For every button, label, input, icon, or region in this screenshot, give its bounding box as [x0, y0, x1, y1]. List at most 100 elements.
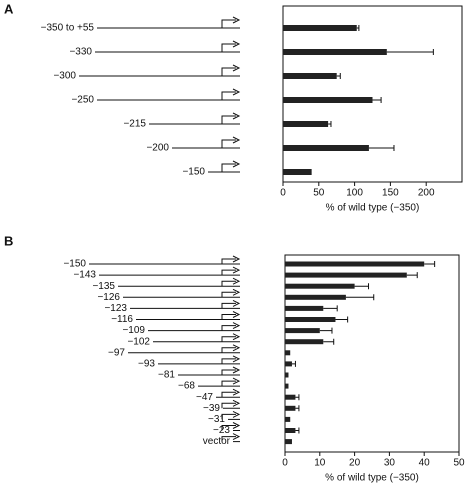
construct-label: −81: [158, 370, 175, 381]
bar: [285, 372, 289, 378]
bar: [285, 439, 292, 445]
promoter-arrow: [221, 139, 236, 148]
bar: [285, 272, 407, 278]
arrow-head: [232, 288, 241, 296]
promoter-arrow: [221, 402, 236, 409]
promoter-arrow: [221, 115, 236, 124]
promoter-arrow: [221, 358, 236, 364]
error-bar: [345, 294, 375, 301]
bar: [283, 49, 387, 55]
bar: [285, 394, 296, 400]
promoter-arrow: [221, 436, 236, 442]
construct-label: −150: [182, 167, 205, 178]
construct-label: −123: [104, 303, 127, 314]
bar: [285, 283, 355, 289]
construct-label: −23: [213, 425, 230, 436]
x-tick-label: 30: [384, 458, 396, 469]
promoter-arrow: [221, 391, 236, 398]
promoter-arrow: [221, 347, 236, 353]
bar: [283, 145, 369, 151]
x-tick-label: 0: [280, 188, 286, 199]
arrow-head: [232, 355, 241, 363]
x-tick-label: 100: [346, 188, 363, 199]
arrow-head: [232, 112, 241, 120]
x-tick-label: 0: [282, 458, 288, 469]
promoter-arrow: [221, 291, 236, 298]
x-tick-label: 200: [418, 188, 435, 199]
arrow-head: [232, 64, 241, 72]
bar: [283, 169, 312, 175]
error-bar: [319, 327, 333, 334]
error-bar: [328, 121, 332, 127]
promoter-arrow: [221, 369, 236, 375]
construct-label: vector: [203, 436, 231, 447]
construct-label: −215: [123, 119, 146, 130]
construct-label: −31: [208, 414, 225, 425]
bar: [285, 305, 324, 311]
panel-label: A: [4, 1, 14, 16]
promoter-arrow: [221, 43, 236, 52]
construct-label: −68: [178, 381, 195, 392]
arrow-head: [232, 266, 241, 274]
promoter-arrow: [221, 336, 236, 342]
construct-label: −150: [63, 259, 86, 270]
arrow-head: [232, 299, 241, 307]
bar: [285, 350, 291, 356]
arrow-head: [232, 40, 241, 48]
error-bar: [354, 283, 370, 290]
error-bar: [336, 73, 341, 79]
bar: [285, 294, 346, 300]
arrow-head: [232, 366, 241, 374]
arrow-head: [232, 277, 241, 285]
construct-label: −47: [196, 392, 213, 403]
x-tick-label: 40: [419, 458, 431, 469]
x-tick-label: 50: [313, 188, 325, 199]
bar: [285, 405, 296, 411]
error-bar: [372, 97, 382, 103]
error-bar: [368, 145, 395, 151]
x-tick-label: 50: [453, 458, 465, 469]
error-bar: [295, 394, 300, 401]
arrow-head: [232, 399, 241, 407]
construct-label: −143: [73, 270, 96, 281]
promoter-arrow: [221, 425, 236, 431]
construct-label: −350 to +55: [41, 23, 95, 34]
x-tick-label: 150: [382, 188, 399, 199]
error-bar: [424, 261, 436, 267]
arrow-head: [232, 136, 241, 144]
bar: [283, 97, 373, 103]
construct-label: −250: [71, 95, 94, 106]
x-tick-label: 10: [314, 458, 326, 469]
construct-label: −109: [122, 325, 145, 336]
promoter-arrow: [221, 67, 236, 76]
construct-label: −116: [111, 314, 133, 325]
x-tick-label: 20: [349, 458, 361, 469]
error-bar: [335, 316, 349, 323]
promoter-arrow: [221, 380, 236, 387]
panel-label: B: [4, 233, 13, 248]
bar: [285, 261, 425, 267]
arrow-head: [232, 255, 241, 263]
bar: [285, 328, 320, 334]
arrow-head: [232, 322, 241, 330]
error-bar: [323, 338, 335, 345]
x-axis-label: % of wild type (−350): [325, 473, 419, 484]
promoter-arrow: [221, 91, 236, 100]
x-axis-label: % of wild type (−350): [326, 203, 420, 214]
arrow-head: [232, 311, 241, 318]
bar: [283, 121, 329, 127]
construct-label: −39: [203, 403, 220, 414]
bar: [285, 339, 324, 345]
bar: [285, 416, 291, 422]
promoter-arrow: [221, 19, 236, 28]
bar: [285, 317, 336, 322]
arrow-head: [232, 410, 241, 418]
promoter-arrow: [221, 413, 236, 420]
error-bar: [323, 305, 338, 312]
construct-label: −93: [138, 359, 155, 370]
error-bar: [406, 272, 418, 279]
arrow-head: [232, 344, 241, 352]
arrow-head: [232, 88, 241, 96]
bar: [283, 73, 337, 79]
